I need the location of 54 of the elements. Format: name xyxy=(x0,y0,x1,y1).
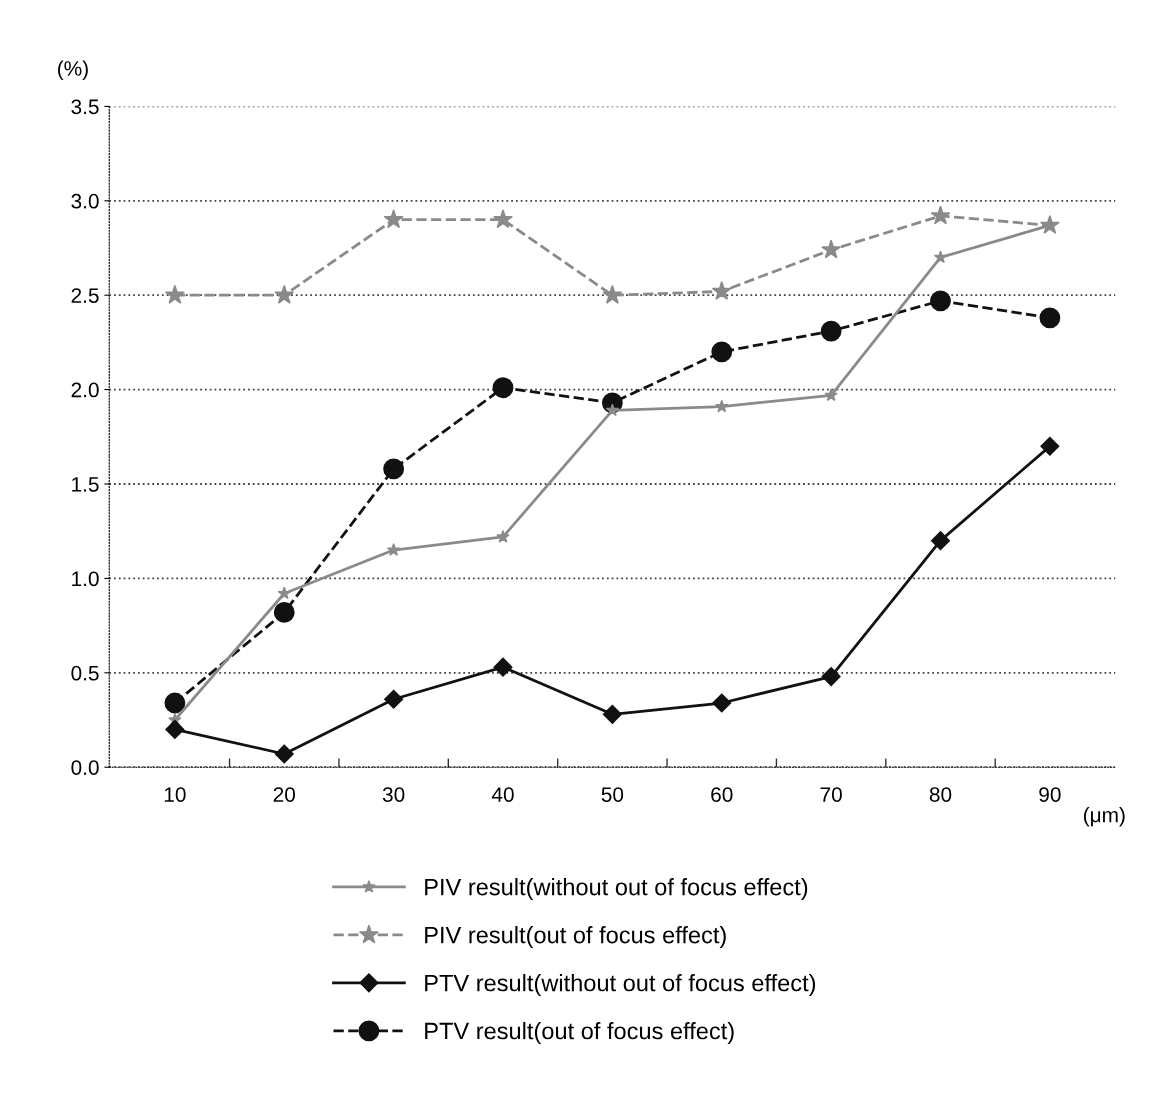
x-tick-label: 40 xyxy=(491,787,514,802)
point xyxy=(930,531,951,551)
x-tick-label: 90 xyxy=(1039,787,1061,802)
point xyxy=(821,239,842,259)
point xyxy=(824,388,838,402)
point xyxy=(821,667,841,687)
x-tick-label: 70 xyxy=(820,787,842,802)
point xyxy=(933,250,948,264)
point xyxy=(1040,436,1060,456)
point xyxy=(384,689,404,709)
y-tick-label: 0.0 xyxy=(71,760,99,775)
y-axis-title: (%) xyxy=(58,60,88,80)
point xyxy=(383,458,405,480)
y-tick-label: 0.5 xyxy=(71,665,99,681)
point xyxy=(602,284,623,304)
x-tick-label: 60 xyxy=(711,787,733,802)
y-tick-label: 2.5 xyxy=(71,288,99,303)
x-tick-label: 30 xyxy=(382,787,405,802)
legend-label: PIV result(without out of focus effect) xyxy=(425,878,808,901)
point xyxy=(602,704,622,724)
legend-label: PIV result(out of focus effect) xyxy=(425,926,726,949)
point xyxy=(273,601,295,623)
y-tick-label: 3.5 xyxy=(71,99,99,115)
point xyxy=(492,377,514,399)
x-tick-label: 20 xyxy=(273,787,296,802)
point xyxy=(165,719,185,739)
y-tick-label: 2.0 xyxy=(71,382,99,398)
y-tick-label: 3.0 xyxy=(71,193,99,209)
point xyxy=(493,657,513,677)
point xyxy=(711,281,732,300)
point xyxy=(715,399,729,413)
legend-label: PTV result(out of focus effect) xyxy=(425,1022,734,1044)
point xyxy=(496,529,510,543)
point xyxy=(930,290,951,312)
x-tick-label: 10 xyxy=(164,787,186,802)
point xyxy=(712,693,732,713)
point xyxy=(1039,307,1061,329)
x-tick-label: 80 xyxy=(929,787,952,802)
x-axis-title: (μm) xyxy=(1083,807,1125,827)
point xyxy=(164,284,185,304)
point xyxy=(383,209,404,229)
point xyxy=(493,209,513,229)
point xyxy=(274,744,294,764)
y-tick-label: 1.5 xyxy=(72,477,99,492)
point xyxy=(820,320,842,342)
legend-label: PTV result(without out of focus effect) xyxy=(425,974,816,997)
point xyxy=(274,284,295,304)
point xyxy=(930,205,951,225)
point xyxy=(386,543,401,556)
point xyxy=(164,692,186,714)
point xyxy=(711,341,733,363)
x-tick-label: 50 xyxy=(601,787,624,802)
point xyxy=(277,586,291,600)
y-tick-label: 1.0 xyxy=(72,571,99,587)
